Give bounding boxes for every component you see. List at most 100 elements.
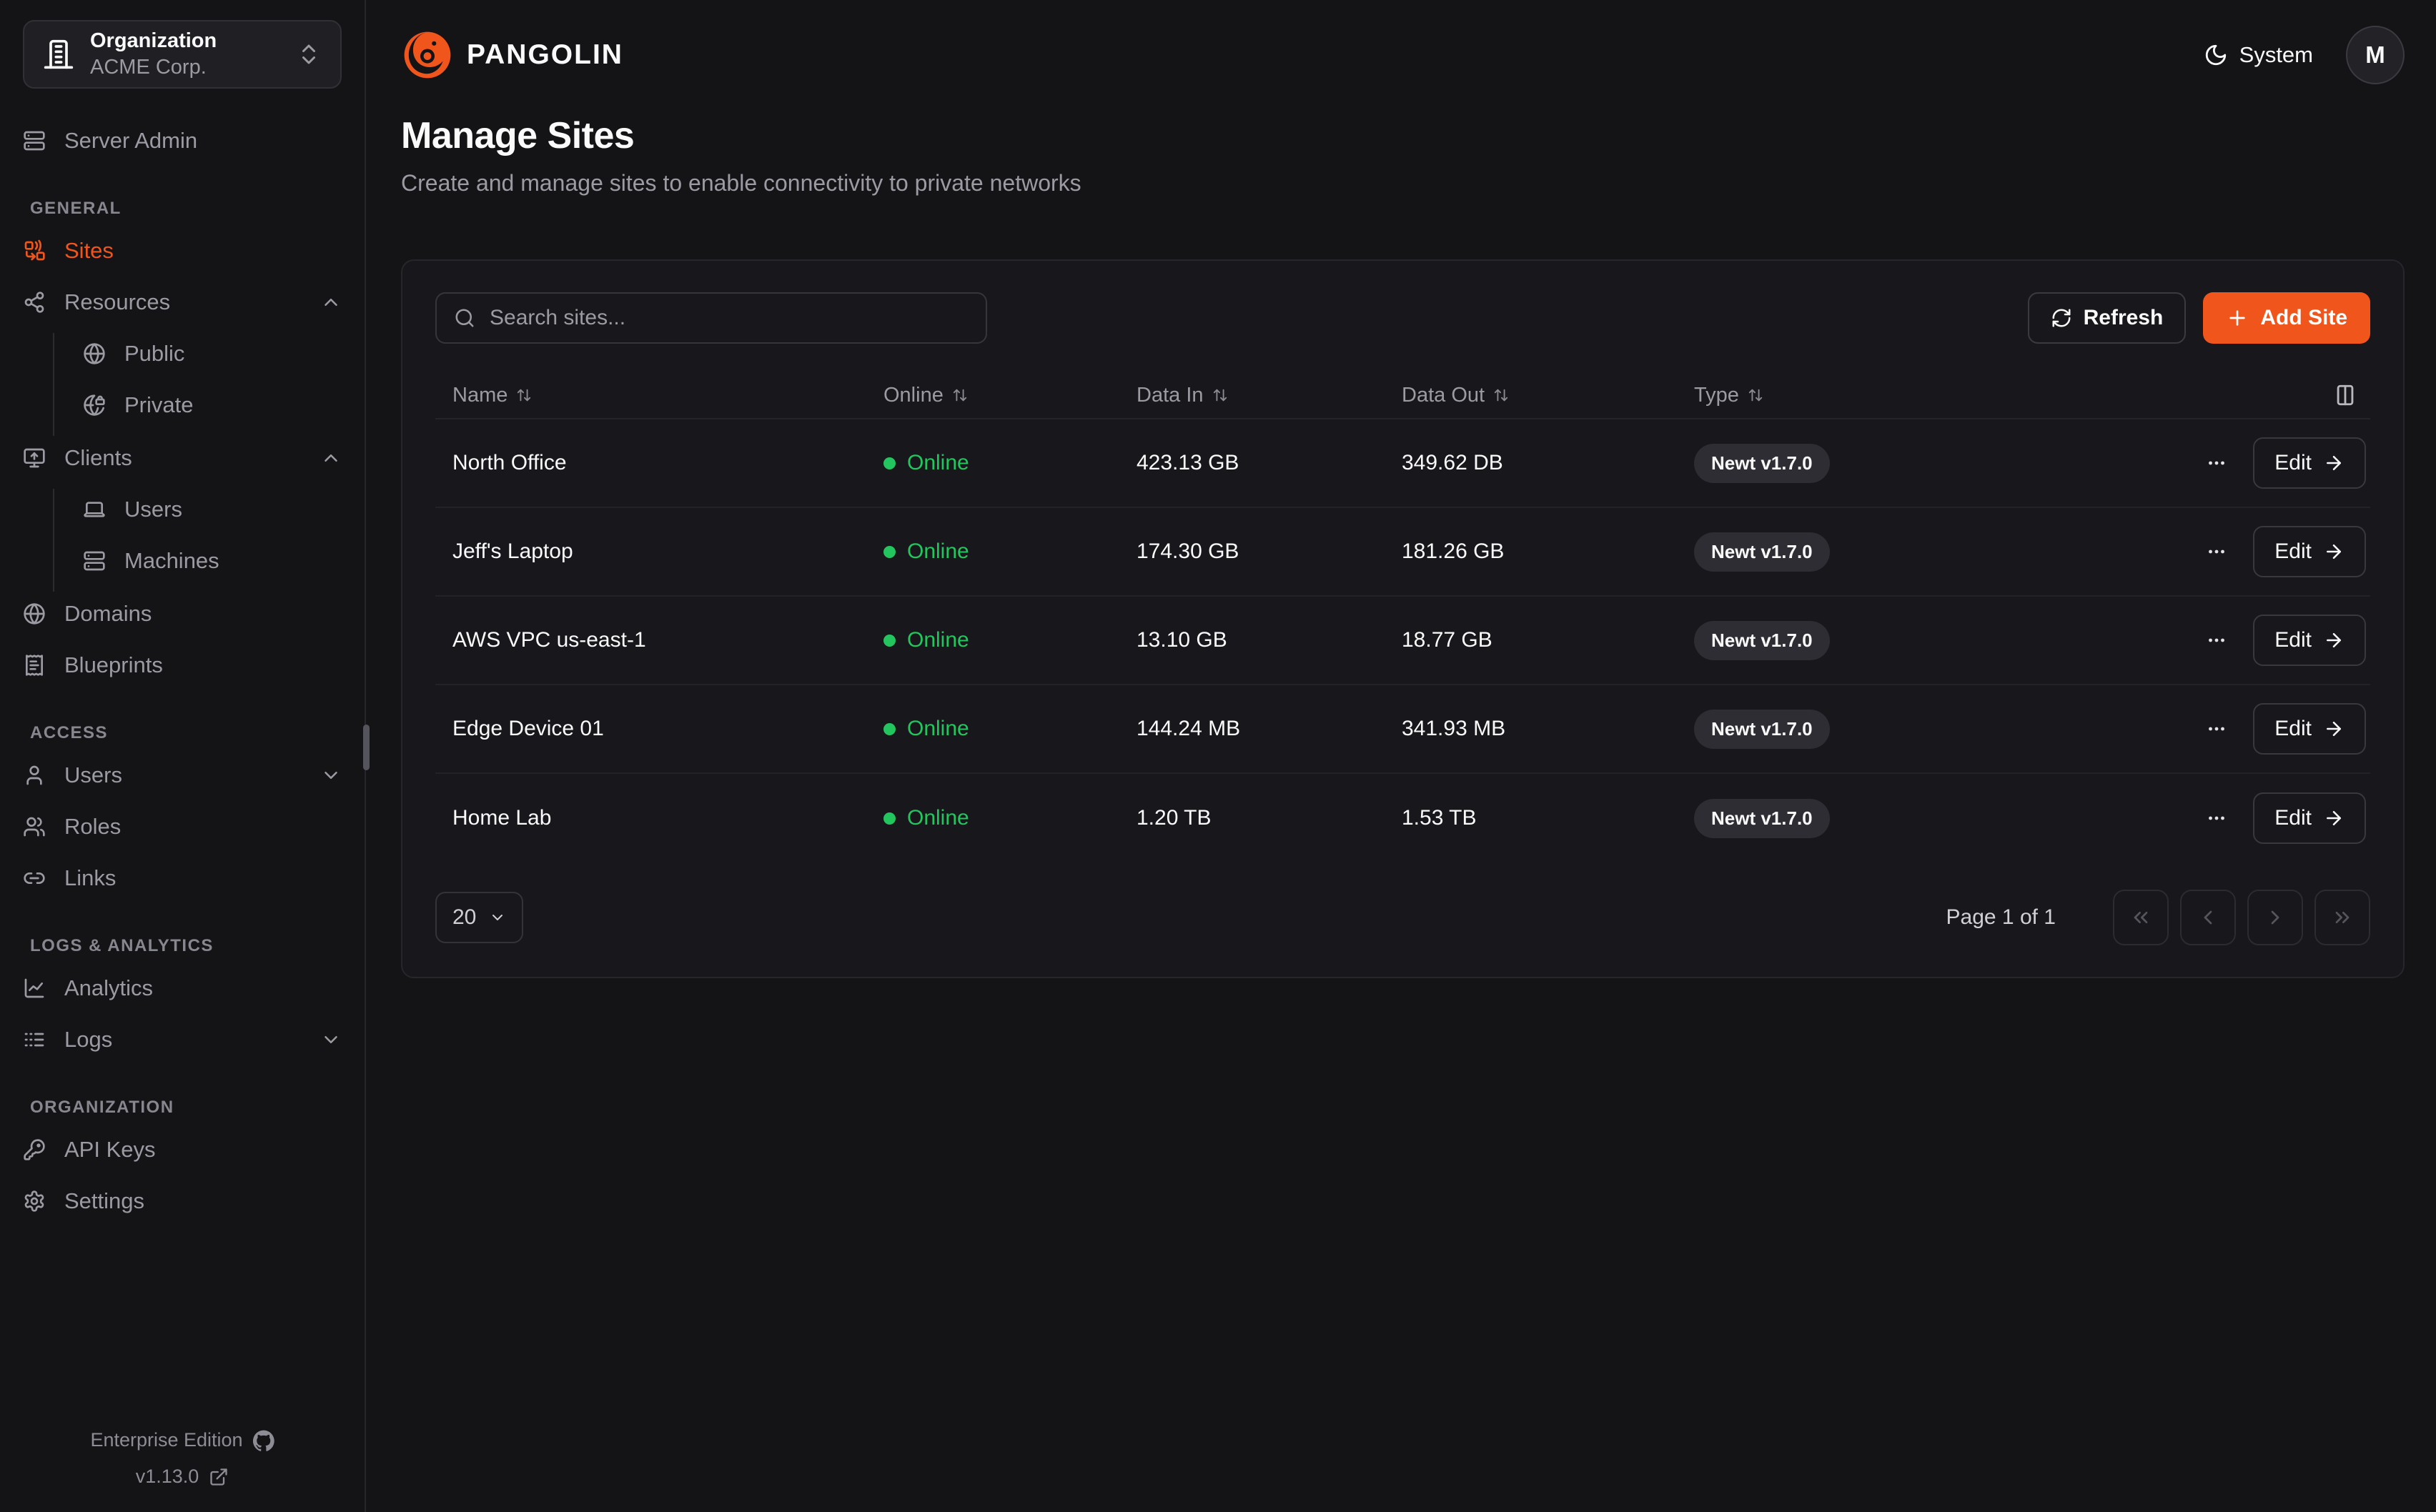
site-status: Online (866, 806, 1119, 830)
column-visibility-button[interactable] (2329, 379, 2362, 412)
site-data-in: 174.30 GB (1137, 539, 1239, 563)
receipt-icon (23, 654, 46, 677)
sidebar-item-settings[interactable]: Settings (23, 1180, 342, 1222)
site-data-out: 18.77 GB (1402, 628, 1492, 652)
sidebar-item-client-users[interactable]: Users (83, 489, 342, 530)
row-menu-button[interactable] (2199, 711, 2234, 747)
sidebar-item-domains[interactable]: Domains (23, 593, 342, 635)
sidebar-item-label: Blueprints (64, 652, 163, 677)
sidebar-item-clients[interactable]: Clients (23, 437, 342, 479)
chevron-down-icon (320, 1029, 342, 1050)
sidebar-resize-handle[interactable] (363, 725, 370, 770)
monitor-up-icon (23, 447, 46, 469)
pangolin-logo-icon (401, 29, 454, 81)
sidebar-item-public[interactable]: Public (83, 333, 342, 374)
type-badge: Newt v1.7.0 (1694, 620, 1830, 660)
globe-icon (23, 602, 46, 625)
edit-button[interactable]: Edit (2253, 437, 2366, 489)
sidebar-item-private[interactable]: Private (83, 384, 342, 426)
sidebar-nav: Server Admin GENERAL Sites Resources (23, 120, 342, 1232)
user-icon (23, 764, 46, 787)
logs-icon (23, 1028, 46, 1051)
sidebar-item-links[interactable]: Links (23, 857, 342, 899)
external-link-icon (209, 1467, 229, 1487)
sidebar-item-roles[interactable]: Roles (23, 806, 342, 847)
row-menu-button[interactable] (2199, 534, 2234, 570)
type-badge: Newt v1.7.0 (1694, 709, 1830, 749)
sidebar-item-label: Settings (64, 1188, 145, 1213)
edit-button[interactable]: Edit (2253, 615, 2366, 666)
topbar: PANGOLIN System M (401, 0, 2405, 110)
sidebar-item-blueprints[interactable]: Blueprints (23, 645, 342, 686)
link-icon (23, 867, 46, 890)
sidebar-item-api-keys[interactable]: API Keys (23, 1129, 342, 1170)
sidebar: Organization ACME Corp. Server Admin GEN… (0, 0, 370, 1512)
version-link[interactable]: v1.13.0 (136, 1466, 229, 1488)
sidebar-item-label: Links (64, 865, 117, 890)
edit-button[interactable]: Edit (2253, 792, 2366, 844)
page-size-value: 20 (452, 905, 477, 929)
site-type: Newt v1.7.0 (1677, 798, 2114, 838)
sidebar-item-logs[interactable]: Logs (23, 1019, 342, 1060)
prev-page-button[interactable] (2180, 890, 2236, 945)
chevrons-up-down-icon (296, 41, 322, 67)
sidebar-item-machines[interactable]: Machines (83, 540, 342, 582)
column-header-data-in[interactable]: Data In (1119, 384, 1385, 407)
search-icon (454, 307, 475, 329)
site-type: Newt v1.7.0 (1677, 709, 2114, 749)
table-row: North Office Online 423.13 GB 349.62 DB … (435, 419, 2370, 508)
row-menu-button[interactable] (2199, 800, 2234, 836)
sidebar-footer: Enterprise Edition v1.13.0 (23, 1429, 342, 1488)
org-selector[interactable]: Organization ACME Corp. (23, 20, 342, 89)
arrow-right-icon (2323, 630, 2345, 651)
page-info: Page 1 of 1 (1946, 905, 2056, 929)
column-header-name[interactable]: Name (435, 384, 866, 407)
theme-toggle[interactable]: System (2204, 42, 2313, 68)
edit-button[interactable]: Edit (2253, 703, 2366, 755)
site-name: Jeff's Laptop (452, 539, 573, 563)
type-badge: Newt v1.7.0 (1694, 532, 1830, 572)
org-label: Organization (90, 29, 217, 52)
nav-section-general: GENERAL (30, 199, 122, 218)
server-icon (83, 549, 106, 572)
refresh-icon (2051, 307, 2072, 329)
refresh-button[interactable]: Refresh (2027, 292, 2187, 344)
edition-link[interactable]: Enterprise Edition (90, 1429, 274, 1451)
sidebar-item-users[interactable]: Users (23, 755, 342, 796)
site-status: Online (866, 539, 1119, 564)
sidebar-item-resources[interactable]: Resources (23, 282, 342, 323)
sidebar-item-label: Resources (64, 289, 171, 314)
sidebar-item-label: Public (124, 341, 185, 366)
row-menu-button[interactable] (2199, 445, 2234, 481)
avatar[interactable]: M (2346, 26, 2405, 84)
brand[interactable]: PANGOLIN (401, 29, 623, 81)
next-page-button[interactable] (2247, 890, 2303, 945)
key-icon (23, 1138, 46, 1161)
row-menu-button[interactable] (2199, 622, 2234, 658)
globe-icon (83, 342, 106, 365)
last-page-button[interactable] (2314, 890, 2370, 945)
add-site-button[interactable]: Add Site (2203, 292, 2370, 344)
column-header-data-out[interactable]: Data Out (1385, 384, 1677, 407)
arrow-right-icon (2323, 718, 2345, 740)
column-header-type[interactable]: Type (1677, 384, 2114, 407)
page-size-select[interactable]: 20 (435, 892, 524, 943)
sidebar-item-sites[interactable]: Sites (23, 230, 342, 272)
column-header-online[interactable]: Online (866, 384, 1119, 407)
sidebar-item-label: Analytics (64, 975, 154, 1000)
edition-label: Enterprise Edition (90, 1429, 243, 1451)
chart-line-icon (23, 977, 46, 1000)
nav-section-access: ACCESS (30, 723, 109, 742)
sidebar-item-analytics[interactable]: Analytics (23, 968, 342, 1009)
online-dot-icon (883, 457, 896, 469)
edit-button[interactable]: Edit (2253, 526, 2366, 577)
sort-icon (1493, 387, 1509, 403)
site-data-in: 144.24 MB (1137, 717, 1241, 740)
users-icon (23, 815, 46, 838)
first-page-button[interactable] (2113, 890, 2169, 945)
site-data-in: 13.10 GB (1137, 628, 1227, 652)
page-subtitle: Create and manage sites to enable connec… (401, 170, 1081, 196)
search-input[interactable] (490, 306, 969, 330)
site-status: Online (866, 628, 1119, 652)
sidebar-item-server-admin[interactable]: Server Admin (23, 120, 342, 161)
